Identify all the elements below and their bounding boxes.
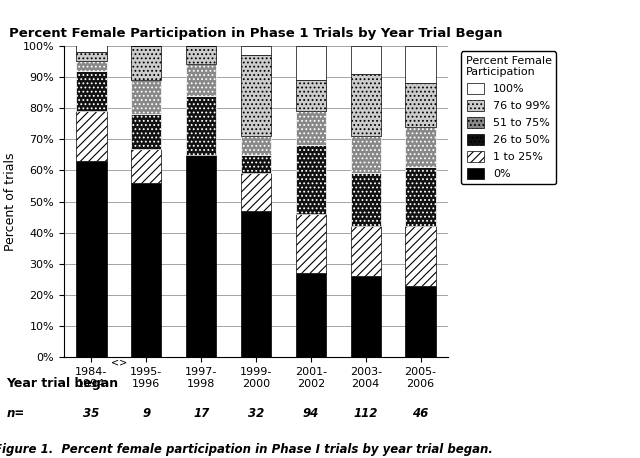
Bar bbox=[351, 174, 381, 226]
Bar bbox=[241, 174, 271, 211]
Bar bbox=[241, 211, 271, 357]
Text: n=: n= bbox=[6, 407, 25, 420]
Bar bbox=[351, 74, 381, 136]
Text: 32: 32 bbox=[248, 407, 264, 420]
Text: 46: 46 bbox=[412, 407, 429, 420]
Bar bbox=[186, 96, 216, 155]
Text: 35: 35 bbox=[83, 407, 100, 420]
Bar bbox=[296, 80, 326, 111]
Bar bbox=[241, 155, 271, 174]
Bar bbox=[406, 167, 436, 226]
Bar bbox=[76, 111, 106, 161]
Bar bbox=[351, 226, 381, 276]
Bar bbox=[296, 273, 326, 357]
Bar bbox=[296, 46, 326, 80]
Bar bbox=[131, 46, 161, 80]
Bar bbox=[296, 111, 326, 146]
Bar bbox=[241, 55, 271, 136]
Bar bbox=[241, 136, 271, 155]
Bar bbox=[131, 80, 161, 114]
Bar bbox=[131, 183, 161, 357]
Y-axis label: Percent of trials: Percent of trials bbox=[4, 152, 17, 251]
Bar bbox=[406, 286, 436, 357]
Text: 94: 94 bbox=[303, 407, 319, 420]
Bar bbox=[351, 46, 381, 74]
Title: Percent Female Participation in Phase 1 Trials by Year Trial Began: Percent Female Participation in Phase 1 … bbox=[9, 27, 503, 40]
Text: <>: <> bbox=[111, 357, 127, 367]
Bar bbox=[406, 83, 436, 127]
Bar bbox=[76, 52, 106, 61]
Bar bbox=[406, 226, 436, 286]
Bar bbox=[351, 136, 381, 174]
Bar bbox=[186, 155, 216, 357]
Text: Year trial began: Year trial began bbox=[6, 377, 118, 390]
Bar bbox=[186, 46, 216, 65]
Text: 9: 9 bbox=[142, 407, 150, 420]
Bar bbox=[76, 43, 106, 52]
Text: 112: 112 bbox=[353, 407, 378, 420]
Bar bbox=[351, 276, 381, 357]
Bar bbox=[241, 46, 271, 55]
Bar bbox=[296, 146, 326, 214]
Bar bbox=[296, 214, 326, 273]
Bar bbox=[406, 127, 436, 167]
Bar bbox=[76, 161, 106, 357]
Bar bbox=[76, 71, 106, 111]
Bar bbox=[186, 65, 216, 96]
Legend: 100%, 76 to 99%, 51 to 75%, 26 to 50%, 1 to 25%, 0%: 100%, 76 to 99%, 51 to 75%, 26 to 50%, 1… bbox=[461, 51, 556, 184]
Bar bbox=[406, 46, 436, 83]
Bar bbox=[76, 61, 106, 71]
Bar bbox=[131, 148, 161, 183]
Text: 17: 17 bbox=[193, 407, 209, 420]
Text: Figure 1.  Percent female participation in Phase I trials by year trial began.: Figure 1. Percent female participation i… bbox=[0, 443, 493, 457]
Bar bbox=[131, 114, 161, 148]
